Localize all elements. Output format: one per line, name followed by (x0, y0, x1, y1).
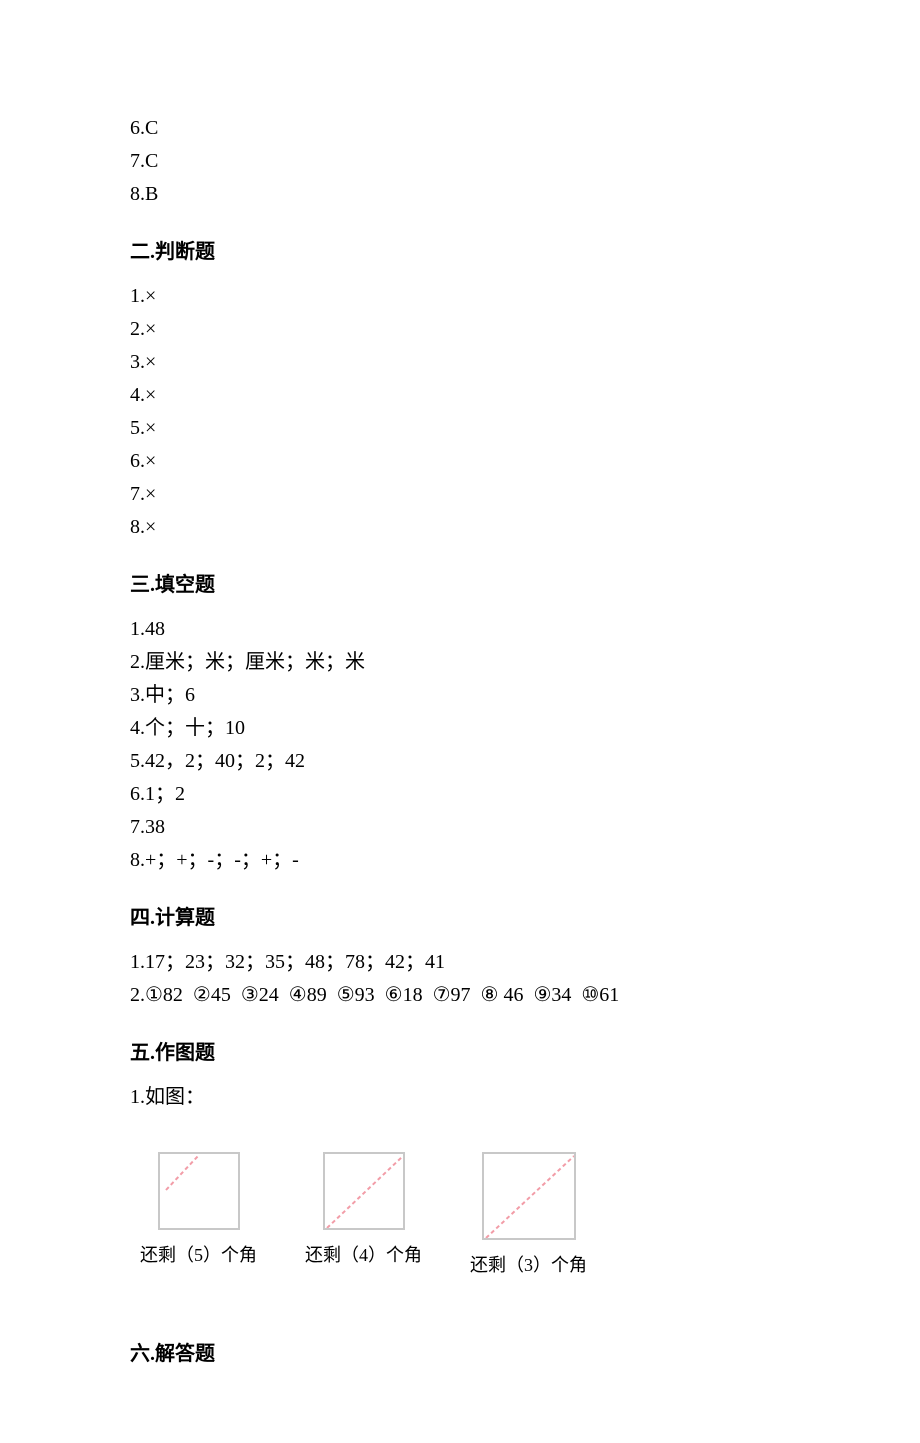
cut-line-3 (484, 1154, 576, 1240)
fill-line: 8.+；+；-；-；+；- (130, 845, 790, 875)
fill-line: 5.42，2；40；2；42 (130, 746, 790, 776)
cut-line-1 (160, 1154, 240, 1230)
section-5-title: 五.作图题 (130, 1038, 790, 1068)
judgement-line: 2.× (130, 314, 790, 344)
judgement-line: 8.× (130, 512, 790, 542)
judgement-line: 1.× (130, 281, 790, 311)
fill-line: 2.厘米；米；厘米；米；米 (130, 647, 790, 677)
answer-line: 6.C (130, 113, 790, 143)
top-answers: 6.C 7.C 8.B (130, 113, 790, 209)
figure-caption-1: 还剩（5）个角 (140, 1242, 257, 1269)
section-3-title: 三.填空题 (130, 570, 790, 600)
figure-box-2 (323, 1152, 405, 1230)
calc-line: 1.17；23；32；35；48；78；42；41 (130, 947, 790, 977)
figure-item-3: 还剩（3）个角 (470, 1152, 587, 1279)
cut-line-2 (325, 1154, 405, 1230)
section-3-items: 1.48 2.厘米；米；厘米；米；米 3.中；6 4.个；十；10 5.42，2… (130, 614, 790, 875)
figure-item-2: 还剩（4）个角 (305, 1152, 422, 1269)
section-2-title: 二.判断题 (130, 237, 790, 267)
judgement-line: 5.× (130, 413, 790, 443)
fill-line: 3.中；6 (130, 680, 790, 710)
section-4-title: 四.计算题 (130, 903, 790, 933)
figure-caption-3: 还剩（3）个角 (470, 1252, 587, 1279)
figure-box-3 (482, 1152, 576, 1240)
answer-line: 7.C (130, 146, 790, 176)
figure-box-1 (158, 1152, 240, 1230)
figure-item-1: 还剩（5）个角 (140, 1152, 257, 1269)
judgement-line: 6.× (130, 446, 790, 476)
answer-line: 8.B (130, 179, 790, 209)
judgement-line: 4.× (130, 380, 790, 410)
fill-line: 4.个；十；10 (130, 713, 790, 743)
figure-caption-2: 还剩（4）个角 (305, 1242, 422, 1269)
fill-line: 7.38 (130, 812, 790, 842)
judgement-line: 3.× (130, 347, 790, 377)
section-5-intro: 1.如图： (130, 1082, 790, 1112)
fill-line: 6.1；2 (130, 779, 790, 809)
judgement-line: 7.× (130, 479, 790, 509)
section-6-title: 六.解答题 (130, 1339, 790, 1369)
figure-row: 还剩（5）个角 还剩（4）个角 还剩（3）个角 (140, 1152, 790, 1279)
section-4-items: 1.17；23；32；35；48；78；42；41 2.①82 ②45 ③24 … (130, 947, 790, 1010)
fill-line: 1.48 (130, 614, 790, 644)
section-2-items: 1.× 2.× 3.× 4.× 5.× 6.× 7.× 8.× (130, 281, 790, 542)
calc-line: 2.①82 ②45 ③24 ④89 ⑤93 ⑥18 ⑦97 ⑧ 46 ⑨34 ⑩… (130, 980, 790, 1010)
